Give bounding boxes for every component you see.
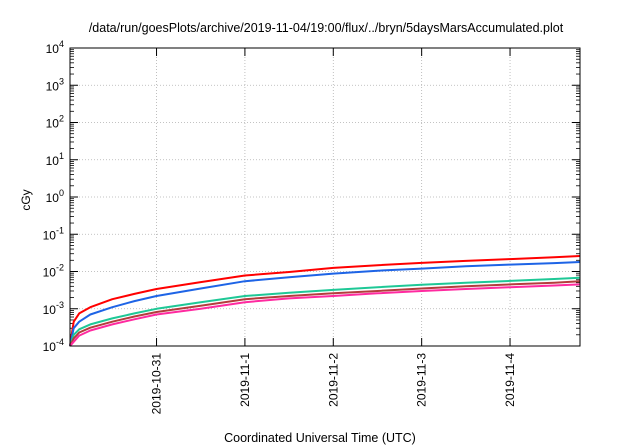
y-tick-exponent: -3 bbox=[56, 300, 64, 310]
y-tick-label: 103 bbox=[46, 76, 64, 93]
x-axis-label: Coordinated Universal Time (UTC) bbox=[224, 431, 416, 445]
series-line-1 bbox=[69, 255, 581, 347]
y-tick-label: 101 bbox=[46, 151, 64, 168]
y-tick-exponent: 1 bbox=[59, 151, 64, 161]
y-tick-base: 10 bbox=[43, 228, 57, 242]
y-tick-label: 10-2 bbox=[43, 263, 64, 280]
y-tick-exponent: -4 bbox=[56, 337, 64, 347]
chart-title: /data/run/goesPlots/archive/2019-11-04/1… bbox=[89, 21, 564, 35]
y-tick-exponent: 2 bbox=[59, 114, 64, 124]
y-axis-label: cGy bbox=[19, 189, 33, 210]
y-tick-label: 104 bbox=[46, 39, 64, 56]
series-line-2 bbox=[69, 261, 581, 347]
x-axis-ticks: 2019-10-31 2019-11-1 2019-11-2 2019-11-3 201… bbox=[150, 48, 517, 415]
y-tick-label: 102 bbox=[46, 114, 64, 131]
y-tick-exponent: -2 bbox=[56, 263, 64, 273]
series-line-4 bbox=[69, 280, 581, 347]
series-line-3 bbox=[69, 276, 581, 347]
y-tick-base: 10 bbox=[43, 303, 57, 317]
y-tick-base: 10 bbox=[46, 191, 60, 205]
y-tick-label: 10-4 bbox=[43, 337, 64, 354]
x-tick-label: 2019-11-3 bbox=[415, 353, 429, 407]
y-tick-exponent: 0 bbox=[59, 188, 64, 198]
x-tick-label: 2019-11-1 bbox=[238, 353, 252, 407]
y-tick-label: 10-1 bbox=[43, 225, 64, 242]
grid bbox=[70, 48, 580, 346]
y-tick-base: 10 bbox=[46, 154, 60, 168]
y-tick-label: 100 bbox=[46, 188, 64, 205]
y-tick-exponent: 4 bbox=[59, 39, 64, 49]
y-tick-base: 10 bbox=[43, 266, 57, 280]
x-tick-label: 2019-11-4 bbox=[503, 353, 517, 407]
y-tick-exponent: -1 bbox=[56, 225, 64, 235]
y-tick-base: 10 bbox=[43, 340, 57, 354]
y-tick-base: 10 bbox=[46, 117, 60, 131]
series-lines bbox=[69, 255, 581, 347]
y-tick-label: 10-3 bbox=[43, 300, 64, 317]
y-tick-base: 10 bbox=[46, 79, 60, 93]
x-tick-label: 2019-11-2 bbox=[326, 353, 340, 407]
y-tick-exponent: 3 bbox=[59, 76, 64, 86]
x-tick-label: 2019-10-31 bbox=[150, 353, 164, 415]
y-tick-base: 10 bbox=[46, 42, 60, 56]
plot-frame bbox=[69, 47, 581, 347]
series-line-5 bbox=[69, 283, 581, 347]
